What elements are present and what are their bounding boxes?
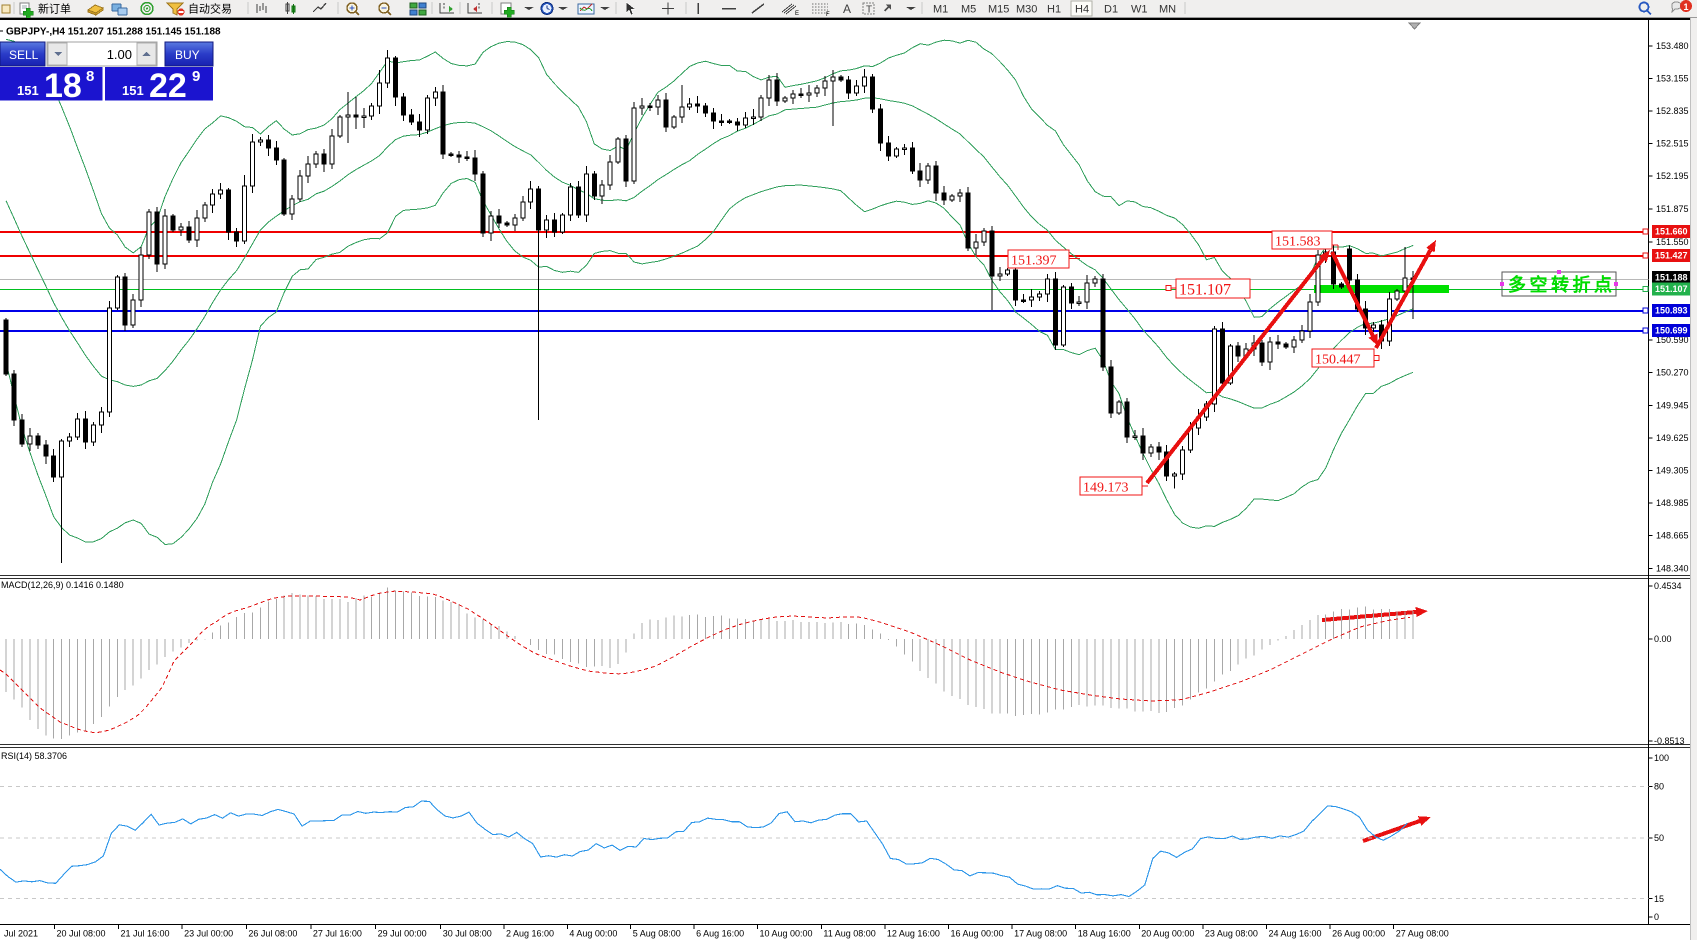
svg-text:151.397: 151.397 xyxy=(1011,254,1057,269)
svg-text:151.188: 151.188 xyxy=(1655,273,1688,283)
svg-text:W1: W1 xyxy=(1131,4,1148,16)
svg-text:150.893: 150.893 xyxy=(1655,306,1688,316)
svg-text:21 Jul 16:00: 21 Jul 16:00 xyxy=(121,929,170,939)
svg-text:149.173: 149.173 xyxy=(1083,481,1129,496)
svg-text:151.660: 151.660 xyxy=(1655,227,1688,237)
svg-text:20 Aug 00:00: 20 Aug 00:00 xyxy=(1141,929,1194,939)
svg-text:0.00: 0.00 xyxy=(1654,634,1672,644)
svg-text:80: 80 xyxy=(1654,782,1664,792)
svg-text:T: T xyxy=(866,5,872,16)
svg-text:2 Aug 16:00: 2 Aug 16:00 xyxy=(506,929,554,939)
svg-text:152.195: 152.195 xyxy=(1656,171,1689,181)
svg-text:151.107: 151.107 xyxy=(1179,282,1231,299)
svg-text:151: 151 xyxy=(17,83,39,98)
svg-text:151.107: 151.107 xyxy=(1655,284,1688,294)
svg-text:新订单: 新订单 xyxy=(38,2,71,16)
svg-text:M15: M15 xyxy=(988,4,1009,16)
svg-text:30 Jul 08:00: 30 Jul 08:00 xyxy=(443,929,492,939)
svg-text:11 Aug 08:00: 11 Aug 08:00 xyxy=(823,929,875,939)
svg-text:100: 100 xyxy=(1654,753,1669,763)
svg-text:23 Aug 08:00: 23 Aug 08:00 xyxy=(1205,929,1258,939)
svg-text:153.480: 153.480 xyxy=(1656,41,1689,51)
svg-text:22: 22 xyxy=(149,67,187,105)
svg-text:H4: H4 xyxy=(1075,4,1089,16)
svg-text:M1: M1 xyxy=(933,4,948,16)
svg-text:26 Aug 00:00: 26 Aug 00:00 xyxy=(1332,929,1385,939)
svg-text:SELL: SELL xyxy=(9,48,39,62)
svg-text:151: 151 xyxy=(122,83,144,98)
svg-text:0: 0 xyxy=(1654,912,1659,922)
svg-text:BUY: BUY xyxy=(175,48,200,62)
svg-text:149.945: 149.945 xyxy=(1656,401,1689,411)
svg-text:17 Aug 08:00: 17 Aug 08:00 xyxy=(1014,929,1067,939)
svg-text:F: F xyxy=(826,12,830,18)
svg-text:MN: MN xyxy=(1159,4,1176,16)
svg-text:GBPJPY-,H4 151.207 151.288 15: GBPJPY-,H4 151.207 151.288 151.145 151.1… xyxy=(6,27,221,38)
svg-text:MACD(12,26,9) 0.1416 0.1480: MACD(12,26,9) 0.1416 0.1480 xyxy=(1,580,124,590)
svg-text:18 Aug 16:00: 18 Aug 16:00 xyxy=(1078,929,1131,939)
svg-text:149.625: 149.625 xyxy=(1656,433,1689,443)
svg-text:151.583: 151.583 xyxy=(1275,235,1321,250)
svg-text:18: 18 xyxy=(44,67,82,105)
svg-text:20 Jul 08:00: 20 Jul 08:00 xyxy=(57,929,106,939)
svg-text:1.00: 1.00 xyxy=(107,47,132,62)
svg-text:148.665: 148.665 xyxy=(1656,531,1689,541)
svg-text:150.699: 150.699 xyxy=(1655,326,1688,336)
svg-text:23 Jul 00:00: 23 Jul 00:00 xyxy=(184,929,233,939)
svg-text:M30: M30 xyxy=(1016,4,1037,16)
svg-text:150.447: 150.447 xyxy=(1315,353,1361,368)
svg-text:151.875: 151.875 xyxy=(1656,204,1689,214)
svg-text:15: 15 xyxy=(1654,894,1664,904)
svg-text:4 Aug 00:00: 4 Aug 00:00 xyxy=(569,929,617,939)
svg-text:自动交易: 自动交易 xyxy=(188,2,232,16)
svg-text:A: A xyxy=(843,2,851,16)
svg-text:0.4534: 0.4534 xyxy=(1654,581,1682,591)
svg-text:152.515: 152.515 xyxy=(1656,139,1689,149)
svg-text:151.550: 151.550 xyxy=(1656,237,1689,247)
svg-text:9: 9 xyxy=(192,68,200,85)
svg-text:27 Aug 08:00: 27 Aug 08:00 xyxy=(1396,929,1449,939)
svg-text:5 Aug 08:00: 5 Aug 08:00 xyxy=(633,929,681,939)
svg-text:M5: M5 xyxy=(961,4,976,16)
svg-text:10 Aug 00:00: 10 Aug 00:00 xyxy=(760,929,813,939)
svg-text:148.340: 148.340 xyxy=(1656,564,1689,574)
svg-text:1: 1 xyxy=(1684,2,1689,12)
svg-text:D1: D1 xyxy=(1104,4,1118,16)
svg-text:152.835: 152.835 xyxy=(1656,106,1689,116)
svg-text:8: 8 xyxy=(86,68,94,85)
svg-text:50: 50 xyxy=(1654,833,1664,843)
svg-text:149.305: 149.305 xyxy=(1656,466,1689,476)
svg-text:多空转折点: 多空转折点 xyxy=(1508,274,1616,295)
svg-text:27 Jul 16:00: 27 Jul 16:00 xyxy=(313,929,362,939)
svg-text:H1: H1 xyxy=(1047,4,1061,16)
svg-text:16 Aug 00:00: 16 Aug 00:00 xyxy=(951,929,1004,939)
svg-text:12 Aug 16:00: 12 Aug 16:00 xyxy=(887,929,940,939)
svg-text:153.155: 153.155 xyxy=(1656,74,1689,84)
svg-text:E: E xyxy=(795,11,799,17)
svg-text:-0.8513: -0.8513 xyxy=(1654,736,1685,746)
svg-text:150.270: 150.270 xyxy=(1656,368,1689,378)
svg-text:29 Jul 00:00: 29 Jul 00:00 xyxy=(378,929,427,939)
svg-text:Jul 2021: Jul 2021 xyxy=(4,929,38,939)
svg-text:24 Aug 16:00: 24 Aug 16:00 xyxy=(1269,929,1322,939)
svg-text:26 Jul 08:00: 26 Jul 08:00 xyxy=(248,929,297,939)
svg-text:RSI(14) 58.3706: RSI(14) 58.3706 xyxy=(1,751,67,761)
svg-text:6 Aug 16:00: 6 Aug 16:00 xyxy=(696,929,744,939)
svg-text:151.427: 151.427 xyxy=(1655,251,1688,261)
svg-text:148.985: 148.985 xyxy=(1656,498,1689,508)
svg-text:150.590: 150.590 xyxy=(1656,335,1689,345)
